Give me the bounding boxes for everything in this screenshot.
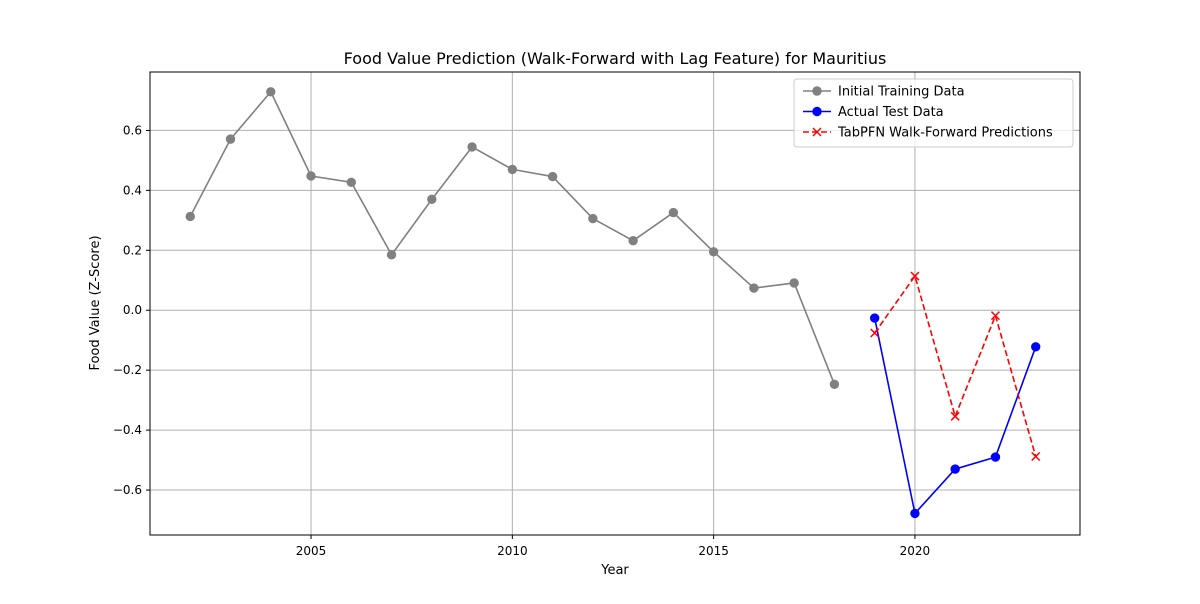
- marker-stroke: [1031, 451, 1041, 462]
- data-point: [306, 171, 316, 181]
- data-point: [1031, 451, 1041, 462]
- legend-box: [793, 78, 1074, 148]
- data-point: [225, 134, 236, 144]
- data-point: [467, 142, 477, 152]
- legend-label: TabPFN Walk-Forward Predictions: [837, 126, 1053, 141]
- data-point: [789, 278, 799, 288]
- legend-marker: [812, 127, 822, 137]
- legend-marker: [812, 86, 822, 96]
- data-point: [588, 213, 598, 224]
- legend-label: Actual Test Data: [838, 105, 944, 120]
- data-point: [950, 411, 960, 421]
- data-point: [427, 194, 437, 205]
- data-point: [507, 164, 518, 175]
- x-tick-label: 2005: [296, 544, 327, 558]
- data-point: [668, 207, 679, 218]
- data-point: [628, 236, 638, 246]
- data-point: [386, 250, 397, 260]
- data-point: [547, 171, 558, 182]
- axes: 2005 2010 2015 2020 −0.6 −0.4 −0.2 0.0 0.2 0.4 0.6: [113, 123, 930, 558]
- y-tick-label: 0.0: [123, 303, 142, 317]
- y-tick-label: −0.4: [113, 423, 142, 437]
- y-tick-label: 0.6: [123, 123, 142, 137]
- legend-item: Initial Training Data: [803, 85, 965, 100]
- series-layer: [185, 87, 1041, 519]
- marker-stroke: [812, 127, 822, 137]
- data-point: [185, 211, 195, 222]
- x-tick-label: 2015: [698, 544, 729, 558]
- marker-stroke: [990, 311, 1000, 321]
- y-tick-label: 0.2: [123, 243, 142, 257]
- legend: Initial Training Data Actual Test Data Tab…: [793, 78, 1074, 148]
- data-point: [708, 247, 719, 257]
- data-point: [950, 464, 960, 474]
- data-point: [869, 313, 880, 323]
- x-axis-label: Year: [600, 563, 629, 578]
- marker-stroke: [870, 328, 880, 338]
- x-tick-label: 2020: [900, 544, 931, 558]
- y-axis-label: Food Value (Z-Score): [88, 235, 103, 370]
- y-tick-label: 0.4: [123, 183, 142, 197]
- data-point: [870, 328, 880, 338]
- marker-stroke: [910, 271, 920, 281]
- x-tick-label: 2010: [497, 544, 528, 558]
- data-point: [910, 271, 920, 281]
- data-point: [749, 283, 759, 293]
- legend-marker: [812, 106, 822, 117]
- series-initial-training-data: [185, 87, 840, 389]
- legend-item: TabPFN Walk-Forward Predictions: [803, 126, 1053, 141]
- series-line: [874, 275, 1037, 457]
- y-tick-label: −0.2: [113, 363, 142, 377]
- legend-label: Initial Training Data: [838, 85, 965, 100]
- marker-stroke: [950, 411, 960, 421]
- plot-frame: [149, 71, 1081, 536]
- legend-item: Actual Test Data: [803, 105, 944, 120]
- y-tick-label: −0.6: [113, 483, 142, 497]
- data-point: [910, 508, 920, 519]
- data-point: [1031, 342, 1041, 352]
- series-actual-test-data: [869, 313, 1041, 519]
- data-point: [266, 87, 276, 97]
- data-point: [990, 452, 1001, 462]
- data-point: [346, 177, 356, 187]
- chart-title: Food Value Prediction (Walk-Forward with…: [344, 49, 887, 68]
- data-point: [829, 379, 840, 389]
- series-tabpfn-walk-forward-predictions: [870, 271, 1041, 462]
- data-point: [990, 311, 1000, 321]
